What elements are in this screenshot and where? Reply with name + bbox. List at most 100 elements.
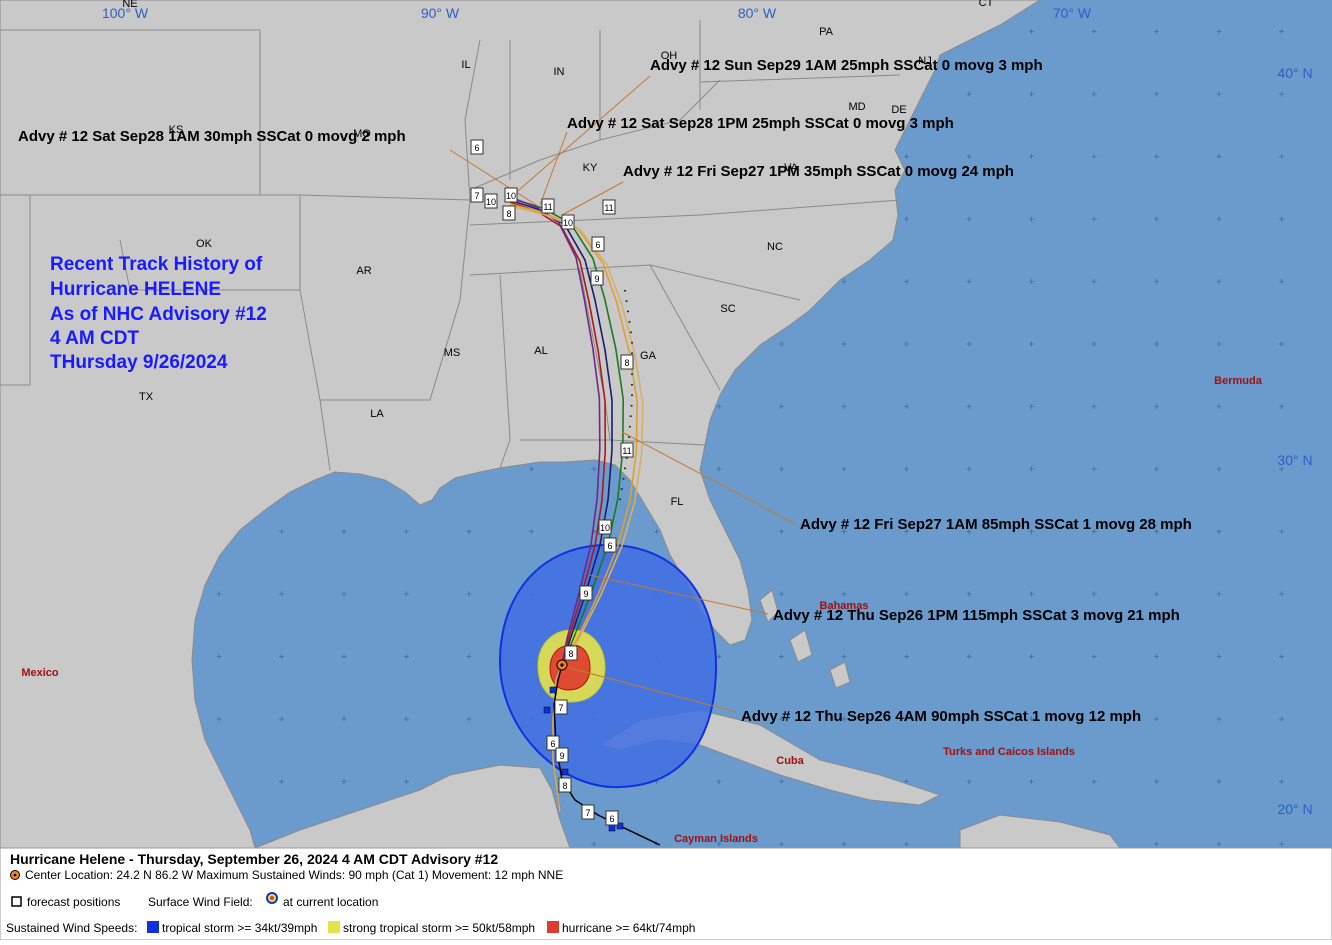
axis-label: 100° W <box>102 5 149 21</box>
border <box>0 195 31 386</box>
advisory-label: Advy # 12 Sun Sep29 1AM 25mph SSCat 0 mo… <box>650 57 1043 74</box>
past-position <box>549 686 557 694</box>
state-label: NE <box>122 0 137 10</box>
leader-line <box>621 431 796 525</box>
border <box>429 39 481 401</box>
state-label: LA <box>370 408 384 420</box>
forecast-label: 11 <box>622 446 631 456</box>
legend-text: Sustained Wind Speeds: <box>6 921 137 935</box>
state-label: CT <box>979 0 994 9</box>
axis-label: 90° W <box>421 5 460 21</box>
legend-header: Hurricane Helene - Thursday, September 2… <box>10 851 498 867</box>
wind-field <box>498 543 718 789</box>
forecast-box <box>484 193 498 209</box>
axis-label: 80° W <box>738 5 777 21</box>
tropical-storm-field <box>498 543 718 789</box>
bahamas <box>789 629 813 663</box>
state-label: IN <box>554 66 565 78</box>
forecast-box <box>558 777 572 793</box>
leader-line <box>449 149 539 207</box>
state-label: VA <box>784 162 799 174</box>
forecast-box <box>554 699 568 715</box>
forecast-box <box>602 199 616 215</box>
legend-text: Surface Wind Field: <box>148 895 253 909</box>
place-label: Bermuda <box>1214 375 1263 387</box>
forecast-track <box>509 205 644 813</box>
legend-text: forecast positions <box>27 895 120 909</box>
advisory-label: Advy # 12 Fri Sep27 1AM 85mph SSCat 1 mo… <box>800 516 1192 533</box>
forecast-box <box>502 205 516 221</box>
legend-text: at current location <box>283 895 378 909</box>
forecast-box <box>598 519 612 535</box>
state-label: KY <box>583 162 598 174</box>
border <box>299 195 331 471</box>
border <box>119 239 300 291</box>
border <box>499 274 511 469</box>
forecast-label: 8 <box>562 781 567 791</box>
forecast-box <box>504 187 518 203</box>
forecast-label: 9 <box>559 751 564 761</box>
legend-details: Center Location: 24.2 N 86.2 W Maximum S… <box>25 868 563 882</box>
forecast-label: 8 <box>506 209 511 219</box>
forecast-box <box>603 537 617 553</box>
forecast-icon <box>11 896 22 907</box>
forecast-label: 7 <box>558 703 563 713</box>
legend: Hurricane Helene - Thursday, September 2… <box>0 847 1332 941</box>
land <box>0 0 1122 849</box>
state-label: NC <box>767 241 783 253</box>
forecast-label: 6 <box>607 541 612 551</box>
past-position <box>608 824 616 832</box>
state-label: MS <box>444 347 461 359</box>
advisory-label: Advy # 12 Sat Sep28 1PM 25mph SSCat 0 mo… <box>567 115 954 132</box>
state-label: KS <box>169 124 184 136</box>
state-label: TX <box>139 391 154 403</box>
state-label: FL <box>671 496 684 508</box>
place-label: Bahamas <box>820 600 869 612</box>
forecast-label: 11 <box>543 202 552 212</box>
forecast-label: 10 <box>506 191 516 201</box>
sts-swatch <box>328 921 340 933</box>
state-label: MO <box>353 128 371 140</box>
legend-text: tropical storm >= 34kt/39mph <box>162 921 317 935</box>
axis-label: 20° N <box>1277 801 1312 817</box>
wind-field-icon <box>270 896 274 900</box>
hu-swatch <box>547 921 559 933</box>
leader-line <box>561 181 624 216</box>
axis-label: 40° N <box>1277 65 1312 81</box>
center-icon-dot <box>13 873 17 877</box>
forecast-box <box>541 198 555 214</box>
forecast-box <box>470 139 484 155</box>
state-label: MD <box>848 101 865 113</box>
forecast-label: 6 <box>595 240 600 250</box>
ts-swatch <box>147 921 159 933</box>
axis-label: 30° N <box>1277 452 1312 468</box>
current-center-dot <box>560 663 564 667</box>
place-label: Mexico <box>21 667 59 679</box>
state-label: AL <box>534 345 547 357</box>
place-label: Turks and Caicos Islands <box>943 746 1075 758</box>
state-label: IL <box>461 59 470 71</box>
title-line: Hurricane HELENE <box>50 279 221 300</box>
state-label: GA <box>640 350 657 362</box>
advisory-label: Advy # 12 Thu Sep26 1PM 115mph SSCat 3 m… <box>773 607 1180 624</box>
forecast-label: 10 <box>486 197 496 207</box>
forecast-label: 6 <box>474 143 479 153</box>
title-line: 4 AM CDT <box>50 328 139 349</box>
labels: Advy # 12 Sun Sep29 1AM 25mph SSCat 0 mo… <box>18 0 1313 845</box>
forecast-box <box>591 236 605 252</box>
forecast-label: 10 <box>600 523 610 533</box>
state-label: PA <box>819 26 834 38</box>
mainland <box>0 0 1041 849</box>
state-label: OK <box>196 238 213 250</box>
forecast-label: 7 <box>474 191 479 201</box>
forecast-label: 10 <box>563 218 573 228</box>
forecast-box <box>564 645 578 661</box>
state-label: SC <box>720 303 735 315</box>
state-label: AR <box>356 265 371 277</box>
forecast-label: 6 <box>550 739 555 749</box>
forecast-box <box>605 810 619 826</box>
axis-label: 70° W <box>1053 5 1092 21</box>
leader-line <box>511 75 651 197</box>
